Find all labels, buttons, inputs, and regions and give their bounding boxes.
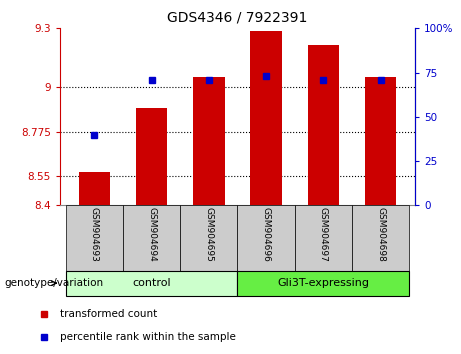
Bar [295, 205, 352, 271]
Text: transformed count: transformed count [59, 309, 157, 319]
Bar [65, 271, 237, 296]
Text: GSM904697: GSM904697 [319, 207, 328, 262]
Bar [352, 205, 409, 271]
Bar [180, 205, 237, 271]
Text: Gli3T-expressing: Gli3T-expressing [278, 278, 369, 288]
Text: GSM904695: GSM904695 [204, 207, 213, 262]
Text: control: control [132, 278, 171, 288]
Text: GSM904696: GSM904696 [261, 207, 271, 262]
Title: GDS4346 / 7922391: GDS4346 / 7922391 [167, 10, 307, 24]
Bar [123, 205, 180, 271]
Bar [193, 76, 225, 205]
Bar [250, 31, 282, 205]
Text: genotype/variation: genotype/variation [5, 278, 104, 288]
Text: GSM904698: GSM904698 [376, 207, 385, 262]
Text: percentile rank within the sample: percentile rank within the sample [59, 332, 236, 342]
Text: GSM904694: GSM904694 [147, 207, 156, 262]
Text: GSM904693: GSM904693 [90, 207, 99, 262]
Bar [65, 205, 123, 271]
Bar [365, 76, 396, 205]
Bar [237, 205, 295, 271]
Bar [136, 108, 167, 205]
Bar [307, 45, 339, 205]
Bar [78, 172, 110, 205]
Bar [237, 271, 409, 296]
